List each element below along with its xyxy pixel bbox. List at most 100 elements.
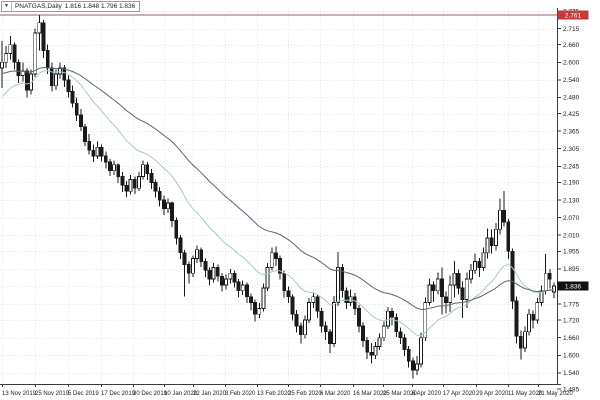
- candle: [33, 28, 38, 77]
- candle: [215, 264, 220, 282]
- candle: [373, 342, 378, 359]
- date-label: 25 Nov 2019: [35, 391, 70, 397]
- price-label: 2.305: [563, 146, 580, 153]
- candle: [240, 280, 245, 296]
- candle: [207, 267, 212, 286]
- candle: [12, 42, 17, 70]
- candle: [153, 179, 158, 198]
- candle: [423, 297, 428, 342]
- candle: [261, 283, 266, 312]
- candle: [377, 333, 382, 351]
- candle: [220, 273, 224, 292]
- price-label: 1.540: [563, 370, 580, 377]
- hline-price-badge: 2.761: [557, 10, 589, 20]
- candle: [340, 263, 345, 298]
- candle: [282, 270, 287, 298]
- candle: [406, 345, 411, 368]
- candle: [186, 261, 191, 284]
- candle: [527, 308, 531, 336]
- date-label: 25 Feb 2020: [288, 391, 322, 397]
- candle: [58, 62, 62, 79]
- chart-ohlc-readout: 1.816 1.848 1.796 1.836: [64, 3, 136, 10]
- candle: [415, 355, 419, 376]
- candle: [336, 252, 341, 307]
- candle: [124, 180, 129, 198]
- candle: [344, 287, 349, 309]
- candle: [286, 286, 291, 304]
- candle: [108, 158, 112, 176]
- candle: [273, 246, 278, 266]
- candle: [232, 270, 237, 288]
- date-label: 17 Apr 2020: [443, 391, 476, 397]
- candle: [161, 195, 166, 216]
- candle: [469, 263, 473, 284]
- price-label: 2.715: [563, 26, 580, 33]
- candle: [435, 272, 440, 295]
- candle: [398, 327, 403, 345]
- candle: [427, 278, 432, 306]
- price-label: 1.600: [563, 353, 580, 360]
- price-label: 2.245: [563, 164, 580, 171]
- candle: [518, 330, 523, 360]
- ma-long-line: [1, 67, 555, 311]
- candle: [381, 321, 386, 342]
- candle: [137, 172, 141, 192]
- candle: [394, 313, 399, 338]
- date-label: 16 Mar 2020: [353, 391, 387, 397]
- candle: [315, 294, 320, 318]
- candle: [298, 322, 303, 344]
- candle: [452, 260, 457, 298]
- candle: [419, 332, 424, 368]
- price-label: 2.425: [563, 111, 580, 118]
- candle: [444, 291, 448, 314]
- bid-price-badge: 1.836: [557, 281, 589, 291]
- candle: [24, 68, 29, 98]
- candle: [369, 342, 374, 364]
- candle: [174, 217, 179, 245]
- date-label: 10 Jan 2020: [164, 391, 198, 397]
- candle: [257, 303, 262, 318]
- candle: [323, 321, 328, 341]
- candle: [448, 275, 453, 312]
- candle: [481, 247, 486, 271]
- candle: [41, 19, 46, 58]
- candle: [431, 281, 436, 302]
- candle: [190, 255, 195, 277]
- date-label: 6 Apr 2020: [412, 391, 442, 397]
- date-label: 11 May 2020: [508, 391, 543, 397]
- candle: [265, 262, 270, 291]
- candle: [489, 229, 494, 254]
- candle: [70, 85, 75, 108]
- candle: [37, 15, 42, 51]
- candle: [211, 262, 216, 283]
- candle: [386, 306, 390, 329]
- candle: [74, 97, 79, 121]
- candle: [0, 41, 4, 89]
- candle: [311, 292, 316, 308]
- candle: [535, 298, 540, 324]
- date-label: 6 Mar 2020: [320, 391, 351, 397]
- price-label: 2.190: [563, 180, 580, 187]
- candle: [195, 245, 199, 263]
- candle: [539, 285, 544, 307]
- candle: [543, 254, 548, 295]
- candle: [203, 258, 208, 277]
- ma-short-line: [1, 70, 555, 337]
- candle: [149, 169, 154, 189]
- candle: [132, 176, 137, 195]
- candle: [4, 46, 9, 69]
- candle: [531, 310, 536, 329]
- candle: [307, 298, 312, 324]
- candle: [410, 357, 415, 379]
- symbol-selector[interactable]: ▼ PNATGAS,Daily 1.816 1.848 1.796 1.836: [1, 1, 141, 12]
- candle: [506, 219, 511, 260]
- candle: [493, 222, 498, 251]
- candle: [228, 268, 233, 284]
- price-label: 2.365: [563, 128, 580, 135]
- candle: [83, 123, 87, 146]
- candle: [473, 253, 478, 274]
- candle: [103, 151, 108, 169]
- price-label: 2.600: [563, 60, 580, 67]
